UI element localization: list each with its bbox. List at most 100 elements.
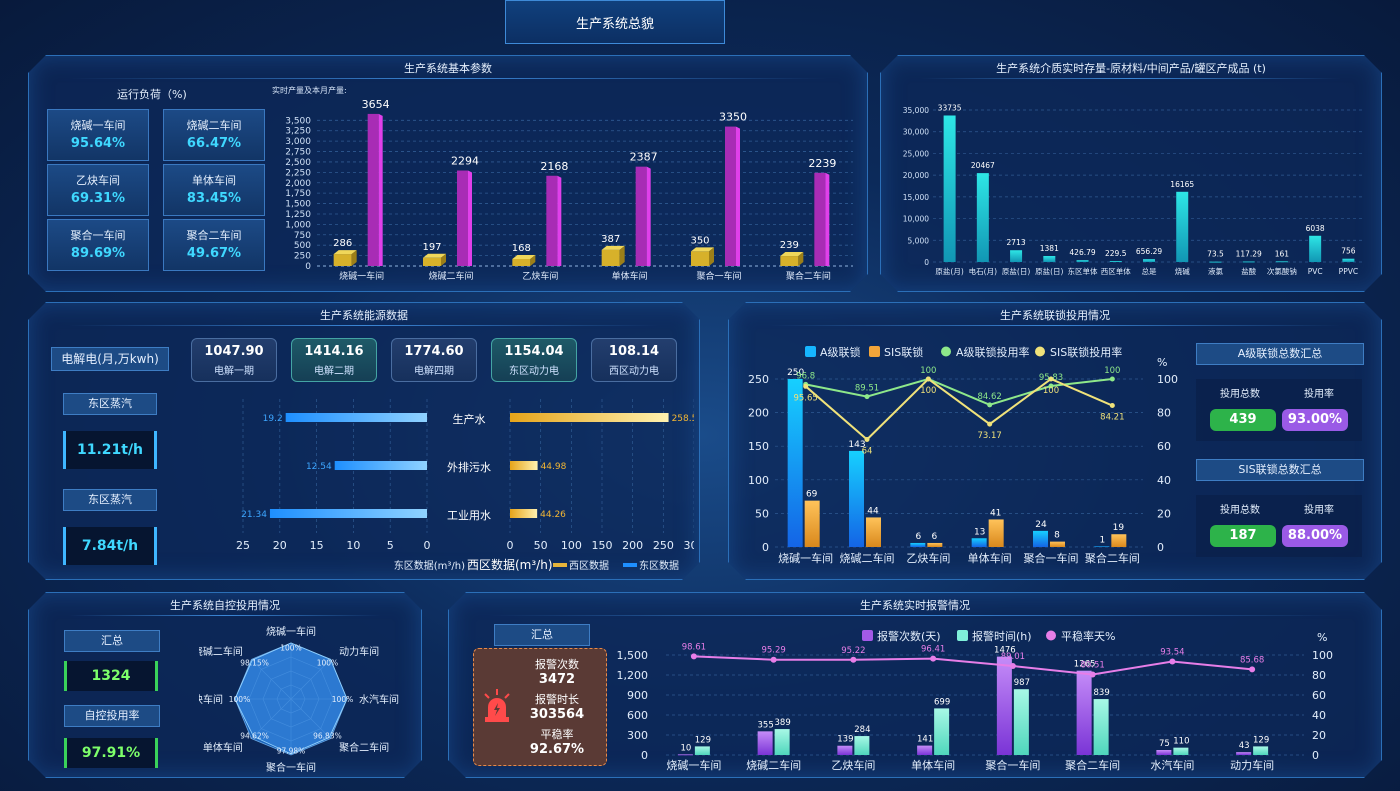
x-tick-label: 聚合一车间 — [1024, 551, 1079, 565]
alarm-sum-label: 汇总 — [494, 624, 590, 646]
radar-value-label: 98.15% — [240, 659, 269, 668]
inventory-bar — [1276, 261, 1288, 262]
y-right-tick-label: 60 — [1312, 689, 1326, 702]
x-tick-label: 聚合二车间 — [1085, 551, 1140, 565]
data-label: 33735 — [938, 103, 962, 112]
energy-name: 电解一期 — [214, 366, 254, 377]
alarm-duration-label: 报警时长 — [535, 693, 579, 706]
rate-point — [1049, 384, 1054, 389]
stable-rate-point — [850, 657, 856, 663]
energy-name: 电解二期 — [314, 366, 354, 377]
y-tick-label: 600 — [627, 709, 648, 722]
bar-current-top — [780, 252, 803, 256]
a-interlock-bar — [972, 538, 987, 547]
west-bar — [510, 461, 538, 470]
steam-label: 东区蒸汽 — [63, 489, 157, 511]
title-divider — [69, 325, 659, 326]
data-label: 117.29 — [1236, 249, 1262, 258]
y-tick-label: 25,000 — [903, 149, 929, 158]
data-label: 2713 — [1007, 238, 1026, 247]
sis-summary-box: 投用总数 投用率 187 88.00% — [1196, 495, 1362, 557]
bar-current-side — [441, 254, 446, 266]
x-tick-label: PVC — [1308, 267, 1323, 276]
alarm-count-bar — [678, 754, 693, 755]
kpi-card: 聚合一车间 89.69% — [47, 219, 149, 271]
sis-interlock-bar — [866, 517, 881, 547]
west-bar — [510, 413, 669, 422]
y-tick-label: 15,000 — [903, 193, 929, 202]
alarm-stable-value: 92.67% — [529, 742, 585, 757]
legend-label: SIS联锁 — [884, 345, 923, 359]
rate-point — [803, 384, 808, 389]
data-label: 3654 — [362, 98, 390, 111]
legend-swatch — [862, 630, 873, 641]
data-label: 284 — [854, 725, 870, 735]
data-label: 756 — [1341, 247, 1356, 256]
data-label: 110 — [1173, 737, 1189, 747]
y-right-tick-label: 0 — [1312, 749, 1319, 762]
legend-swatch-east — [623, 563, 637, 567]
y-right-tick-label: 20 — [1157, 507, 1171, 520]
panel-energy: 生产系统能源数据 电解电(月,万kwh) 1047.90 电解一期 1414.16… — [28, 302, 700, 580]
steam-value: 7.84t/h — [63, 527, 157, 565]
energy-value: 1414.16 — [304, 344, 364, 359]
sis-interlock-bar — [1050, 542, 1065, 547]
auto-rate-label: 自控投用率 — [64, 705, 160, 727]
rate-label: 64 — [862, 446, 873, 456]
rate-label: 95.65 — [793, 393, 817, 403]
y-tick-label: 0 — [641, 749, 648, 762]
x-tick-label: 聚合一车间 — [696, 270, 741, 282]
sis-summary-title: SIS联锁总数汇总 — [1196, 459, 1364, 481]
y-tick-label: 750 — [294, 231, 311, 241]
inventory-bar — [1010, 250, 1022, 262]
y-tick-label: 200 — [748, 407, 769, 420]
x-tick-label: 原盐(日) — [1002, 266, 1030, 276]
y-tick-label: 900 — [627, 689, 648, 702]
y-tick-label: 30,000 — [903, 128, 929, 137]
y-tick-label: 1,000 — [285, 220, 311, 230]
alarm-time-bar — [695, 746, 710, 755]
rate-line — [806, 379, 1113, 439]
interlock-combo-chart: 050100150200250020406080100%25069烧碱一车间14… — [735, 339, 1195, 575]
data-label: 19.2 — [263, 414, 283, 424]
y-tick-label: 1,500 — [285, 200, 311, 210]
data-label: 350 — [690, 235, 709, 246]
radar-indicator-label: 烧碱二车间 — [199, 645, 243, 658]
kpi-card: 聚合二车间 49.67% — [163, 219, 265, 271]
bar-current — [512, 259, 530, 266]
alarm-time-bar — [1014, 689, 1029, 755]
inventory-bar — [1110, 261, 1122, 262]
kpi-name: 烧碱一车间 — [70, 119, 126, 132]
panel-title: 生产系统自控投用情况 — [170, 599, 280, 612]
bar-month-side — [557, 176, 561, 266]
x-tick-label: 次氯酸钠 — [1267, 266, 1297, 276]
energy-value: 108.14 — [608, 344, 660, 359]
rate-label: 89.51 — [855, 384, 879, 394]
main-title: 生产系统总貌 — [505, 0, 725, 44]
data-label: 286 — [333, 238, 352, 249]
sis-total-label: 投用总数 — [1220, 505, 1260, 516]
rate-label: 100 — [920, 366, 936, 376]
data-label: 75 — [1159, 739, 1170, 749]
panel-title: 生产系统实时报警情况 — [860, 599, 970, 612]
x-tick-label: 聚合二车间 — [786, 270, 831, 282]
main-title-text: 生产系统总貌 — [575, 16, 654, 32]
y-tick-label: 1,750 — [285, 189, 311, 199]
y-right-tick-label: 100 — [1312, 649, 1333, 662]
data-label: 24 — [1035, 520, 1047, 530]
kpi-value: 66.47% — [186, 136, 242, 151]
x-tick-label: 25 — [236, 539, 250, 552]
data-label: 6038 — [1306, 224, 1325, 233]
bar-current — [334, 254, 352, 266]
energy-card: 1414.16 电解二期 — [291, 338, 377, 382]
x-tick-label: 盐酸 — [1241, 266, 1256, 276]
sis-total-value: 187 — [1210, 525, 1276, 547]
y-tick-label: 50 — [755, 507, 769, 520]
bar-month — [457, 171, 468, 266]
y-right-tick-label: 40 — [1312, 709, 1326, 722]
data-label: 168 — [512, 243, 531, 254]
legend-label: 报警时间(h) — [972, 629, 1032, 643]
inventory-bar — [1143, 259, 1155, 262]
bar-current — [691, 251, 709, 266]
x-tick-label: 总是 — [1142, 266, 1158, 276]
